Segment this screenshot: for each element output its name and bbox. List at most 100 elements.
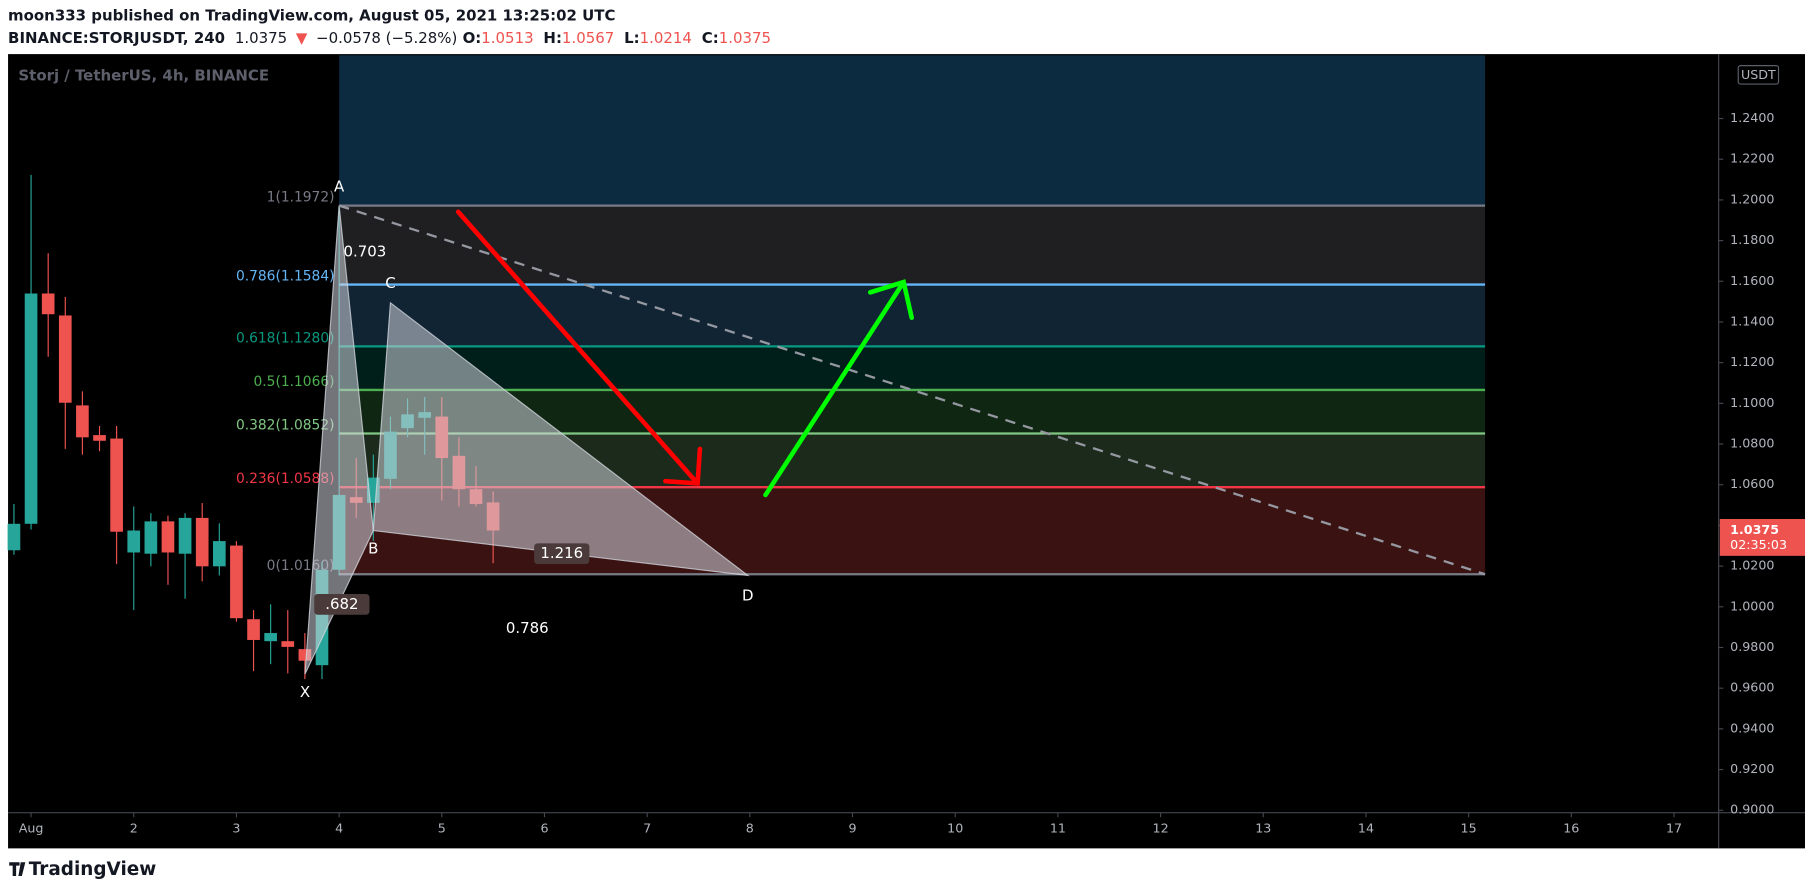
y-tick-label: 1.1600 (1730, 273, 1774, 288)
symbol: BINANCE:STORJUSDT, 240 (8, 28, 225, 46)
candle-body (7, 523, 21, 551)
x-tick-label: 5 (438, 820, 446, 835)
fib-extension (339, 55, 1486, 206)
x-tick-label: 2 (130, 820, 138, 835)
x-tick-label: 4 (335, 820, 343, 835)
pattern-point-label: C (385, 274, 395, 292)
pattern-point-label: X (300, 683, 310, 701)
fib-label: 0.786(1.1584) (236, 268, 335, 284)
x-tick-label: 16 (1563, 820, 1579, 835)
candle-body (161, 521, 175, 553)
y-tick-label: 0.9400 (1730, 720, 1774, 735)
x-tick-label: 12 (1153, 820, 1169, 835)
candle-body (264, 633, 277, 642)
x-tick-label: 17 (1666, 820, 1682, 835)
y-tick-label: 1.2400 (1730, 110, 1774, 125)
arrow-down (455, 209, 703, 486)
l-key: L: (624, 28, 640, 46)
y-tick-label: 1.1000 (1730, 395, 1774, 410)
h-val: 1.0567 (562, 28, 614, 46)
trend-line (338, 204, 1486, 576)
fib-label: 0.618(1.1280) (236, 330, 335, 346)
brand-name: TradingView (29, 859, 157, 880)
ratio-box (314, 593, 370, 615)
y-tick-label: 1.0200 (1730, 558, 1774, 573)
y-tick-label: 0.9600 (1730, 680, 1774, 695)
ratio-box (534, 543, 590, 565)
y-tick-label: 1.1800 (1730, 232, 1774, 247)
last: 1.0375 (235, 28, 287, 46)
x-tick-label: 15 (1461, 820, 1477, 835)
x-tick-label: 13 (1255, 820, 1271, 835)
y-tick-label: 1.0800 (1730, 436, 1774, 451)
fib-label: 0.5(1.1066) (254, 374, 335, 390)
pattern-ratio: .682 (325, 595, 358, 613)
x-tick-label: 3 (232, 820, 240, 835)
countdown: 02:35:03 (1730, 537, 1787, 552)
h-key: H: (543, 28, 562, 46)
y-tick-label: 1.2200 (1730, 151, 1774, 166)
y-tick-label: 1.0600 (1730, 476, 1774, 491)
o-key: O: (463, 28, 482, 46)
candle-body (41, 293, 55, 315)
candle-body (58, 315, 72, 403)
logo (9, 862, 26, 877)
y-tick-label: 0.9200 (1730, 761, 1774, 776)
pattern-ratio: 0.703 (344, 243, 387, 261)
x-tick-label: 14 (1358, 820, 1374, 835)
pattern-ratio: 0.786 (506, 619, 549, 637)
candle-body (247, 619, 260, 640)
o-val: 1.0513 (481, 28, 533, 46)
publish-line: moon333 published on TradingView.com, Au… (8, 7, 615, 25)
y-tick-label: 1.2000 (1730, 191, 1774, 206)
x-tick-label: Aug (19, 820, 44, 835)
x-tick-label: 9 (848, 820, 856, 835)
c-key: C: (702, 28, 719, 46)
symbol-line: BINANCE:STORJUSDT, 240 1.0375 ▼ −0.0578 … (8, 28, 771, 46)
legend: Storj / TetherUS, 4h, BINANCE (18, 66, 269, 84)
currency: USDT (1741, 67, 1776, 82)
fib-band (339, 346, 1486, 390)
y-tick-label: 0.9800 (1730, 639, 1774, 654)
candle-body (24, 293, 38, 524)
candle-body (76, 405, 89, 438)
x-tick-label: 11 (1050, 820, 1066, 835)
arrow: ▼ (296, 28, 308, 46)
pattern-point-label: A (334, 178, 345, 196)
l-val: 1.0214 (640, 28, 692, 46)
candle-body (281, 641, 295, 647)
pattern-point-label: D (742, 587, 754, 605)
c-val: 1.0375 (719, 28, 771, 46)
currency-box (1737, 65, 1780, 85)
y-tick-label: 1.1400 (1730, 313, 1774, 328)
fib-label: 0.382(1.0852) (236, 417, 335, 433)
candle-body (212, 541, 226, 567)
y-tick-label: 1.1200 (1730, 354, 1774, 369)
candle-body (230, 545, 243, 619)
y-tick-label: 1.0000 (1730, 598, 1774, 613)
candle-body (195, 517, 209, 567)
fib-band (339, 205, 1486, 285)
x-tick-label: 6 (540, 820, 548, 835)
pattern-ratio: 1.216 (540, 544, 583, 562)
candle-body (144, 521, 158, 554)
arrow-up (763, 279, 915, 498)
candle-body (93, 435, 106, 441)
y-tick-label: 0.9000 (1730, 802, 1774, 817)
x-tick-label: 8 (746, 820, 754, 835)
change: −0.0578 (−5.28%) (316, 28, 457, 46)
last-price: 1.0375 (1730, 522, 1779, 537)
candle-body (178, 517, 192, 554)
candle-body (298, 649, 312, 661)
candle-body (110, 438, 123, 532)
pattern-point-label: B (368, 539, 378, 557)
x-tick-label: 10 (947, 820, 963, 835)
brand: TradingView (9, 859, 156, 880)
last-price-box (1719, 518, 1805, 556)
candle-body (127, 530, 141, 553)
fib-label: 0.236(1.0588) (236, 471, 335, 487)
fib-label: 1(1.1972) (267, 190, 335, 206)
x-tick-label: 7 (643, 820, 651, 835)
